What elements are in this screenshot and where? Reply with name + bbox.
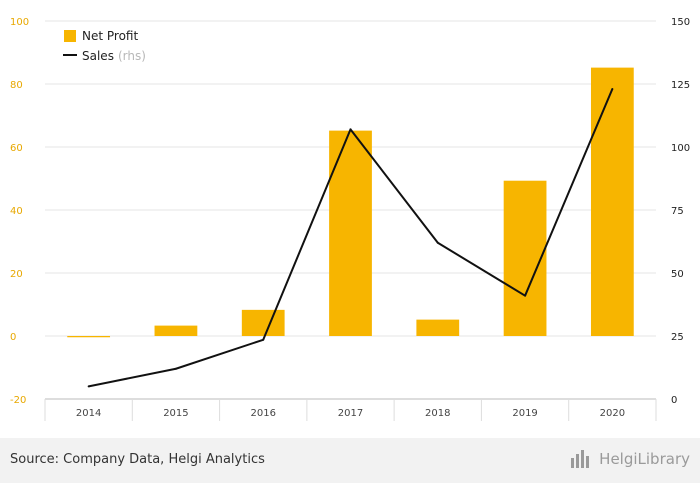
x-tick-label: 2016 bbox=[250, 408, 275, 419]
point-sales bbox=[436, 241, 439, 244]
bar-net-profit bbox=[416, 319, 460, 336]
x-tick-label: 2014 bbox=[76, 408, 101, 419]
y-right-tick-label: 75 bbox=[671, 206, 684, 217]
brand-name: HelgiLibrary bbox=[599, 450, 690, 468]
legend: Net Profit Sales (rhs) bbox=[63, 29, 146, 63]
y-axis-right: 150 125 100 75 50 25 0 bbox=[671, 17, 690, 406]
y-right-tick-label: 125 bbox=[671, 80, 690, 91]
bar-net-profit bbox=[503, 180, 547, 336]
legend-sales-name: Sales bbox=[82, 49, 114, 63]
bar-series-net-profit bbox=[67, 67, 634, 338]
bar-net-profit bbox=[154, 325, 198, 336]
y-left-tick-label: 20 bbox=[10, 269, 23, 280]
brand-logo: HelgiLibrary bbox=[571, 450, 690, 468]
legend-swatch-net-profit bbox=[64, 30, 76, 42]
legend-label-net-profit: Net Profit bbox=[82, 29, 138, 43]
source-note: Source: Company Data, Helgi Analytics bbox=[10, 452, 265, 467]
point-sales bbox=[611, 88, 614, 91]
y-right-tick-label: 25 bbox=[671, 332, 684, 343]
y-right-tick-label: 150 bbox=[671, 17, 690, 28]
y-left-tick-label: 60 bbox=[10, 143, 23, 154]
point-sales bbox=[174, 367, 177, 370]
point-sales bbox=[262, 338, 265, 341]
point-sales bbox=[349, 128, 352, 131]
legend-label-sales: Sales (rhs) bbox=[82, 49, 146, 63]
x-tick-label: 2015 bbox=[163, 408, 188, 419]
x-tick-label: 2019 bbox=[512, 408, 537, 419]
library-icon bbox=[571, 450, 593, 468]
bar-net-profit bbox=[590, 67, 634, 337]
x-tick-label: 2017 bbox=[338, 408, 363, 419]
legend-sales-rhs: (rhs) bbox=[118, 49, 146, 63]
y-axis-left: 100 80 60 40 20 0 -20 bbox=[10, 17, 29, 406]
bar-net-profit bbox=[241, 309, 285, 336]
line-series-sales bbox=[87, 88, 614, 388]
y-right-tick-label: 100 bbox=[671, 143, 690, 154]
x-axis: 2014 2015 2016 2017 2018 2019 2020 bbox=[76, 408, 625, 419]
point-sales bbox=[87, 385, 90, 388]
y-right-tick-label: 50 bbox=[671, 269, 684, 280]
y-left-tick-label: 0 bbox=[10, 332, 16, 343]
x-tick-label: 2018 bbox=[425, 408, 450, 419]
y-right-tick-label: 0 bbox=[671, 395, 677, 406]
y-left-tick-label: 100 bbox=[10, 17, 29, 28]
y-left-tick-label: 40 bbox=[10, 206, 23, 217]
y-left-tick-label: -20 bbox=[10, 395, 26, 406]
bar-net-profit bbox=[329, 130, 372, 336]
bar-net-profit bbox=[67, 336, 111, 338]
point-sales bbox=[524, 294, 527, 297]
y-left-tick-label: 80 bbox=[10, 80, 23, 91]
x-tick-label: 2020 bbox=[600, 408, 625, 419]
footer: Source: Company Data, Helgi Analytics He… bbox=[0, 438, 700, 483]
